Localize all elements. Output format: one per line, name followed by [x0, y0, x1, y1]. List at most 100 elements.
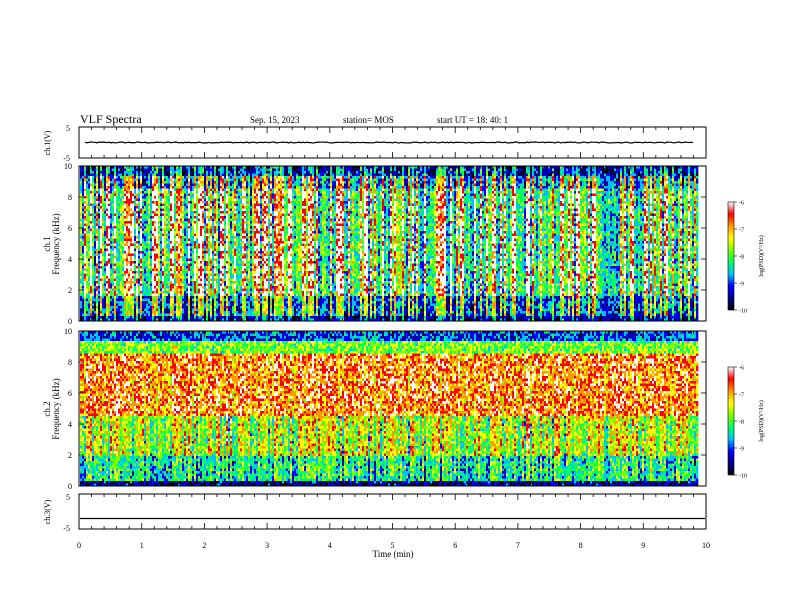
spectrogram-cell: [142, 263, 145, 267]
spectrogram-cell: [92, 196, 95, 199]
spectrogram-cell: [96, 246, 99, 249]
spectrogram-cell: [170, 316, 173, 319]
spectrogram-cell: [104, 308, 107, 312]
spectrogram-cell: [132, 181, 135, 184]
spectrogram-cell: [208, 298, 211, 302]
spectrogram-cell: [182, 316, 185, 319]
spectrogram-cell: [100, 231, 103, 234]
spectrogram-cell: [208, 166, 211, 169]
spectrogram-cell: [82, 253, 85, 257]
spectrogram-cell: [202, 208, 205, 212]
spectrogram-cell: [210, 253, 213, 257]
spectrogram-cell: [190, 181, 193, 184]
spectrogram-cell: [144, 238, 147, 242]
spectrogram-cell: [136, 186, 139, 189]
spectrogram-cell: [146, 313, 149, 317]
spectrogram-cell: [80, 281, 83, 284]
spectrogram-cell: [200, 211, 203, 214]
spectrogram-cell: [116, 246, 119, 249]
spectrogram-cell: [108, 271, 111, 274]
spectrogram-cell: [112, 168, 115, 172]
spectrogram-cell: [158, 308, 161, 312]
spectrogram-cell: [180, 266, 183, 269]
spectrogram-cell: [144, 211, 147, 214]
spectrogram-cell: [204, 233, 207, 237]
spectrogram-cell: [176, 306, 179, 309]
spectrogram-cell: [140, 261, 143, 264]
spectrogram-cell: [228, 296, 231, 299]
spectrogram-cell: [138, 233, 141, 237]
spectrogram-cell: [198, 273, 201, 277]
spectrogram-cell: [106, 316, 109, 319]
spectrogram-cell: [92, 256, 95, 259]
spectrogram-cell: [148, 226, 151, 229]
spectrogram-cell: [84, 176, 87, 179]
spectrogram-cell: [88, 303, 91, 307]
spectrogram-cell: [86, 226, 89, 229]
spectrogram-cell: [138, 278, 141, 282]
spectrogram-cell: [218, 201, 221, 204]
spectrogram-cell: [192, 206, 195, 209]
spectrogram-cell: [108, 303, 111, 307]
spectrogram-cell: [156, 263, 159, 267]
spectrogram-cell: [160, 278, 163, 282]
spectrogram-cell: [202, 288, 205, 292]
spectrogram-cell: [98, 206, 101, 209]
spectrogram-cell: [204, 311, 207, 314]
spectrogram-cell: [116, 256, 119, 259]
spectrogram-cell: [188, 286, 191, 289]
spectrogram-cell: [100, 288, 103, 292]
spectrogram-cell: [184, 231, 187, 234]
spectrogram-cell: [218, 251, 221, 254]
spectrogram-cell: [136, 236, 139, 239]
spectrogram-cell: [148, 231, 151, 234]
spectrogram-cell: [206, 231, 209, 234]
spectrogram-cell: [184, 296, 187, 299]
spectrogram-cell: [174, 263, 177, 267]
spectrogram-cell: [80, 168, 83, 172]
spectrogram-cell: [144, 213, 147, 217]
spectrogram-cell: [200, 308, 203, 312]
spectrogram-cell: [226, 281, 229, 284]
spectrogram-cell: [174, 196, 177, 199]
spectrogram-cell: [100, 296, 103, 299]
spectrogram-cell: [86, 186, 89, 189]
spectrogram-cell: [162, 216, 165, 219]
spectrogram-cell: [214, 291, 217, 294]
spectrogram-cell: [84, 306, 87, 309]
spectrogram-cell: [164, 238, 167, 242]
spectrogram-cell: [108, 293, 111, 297]
spectrogram-cell: [150, 273, 153, 277]
spectrogram-cell: [162, 256, 165, 259]
spectrogram-cell: [130, 233, 133, 237]
spectrogram-cell: [206, 238, 209, 242]
spectrogram-cell: [224, 303, 227, 307]
spectrogram-cell: [158, 288, 161, 292]
spectrogram-cell: [210, 186, 213, 189]
spectrogram-cell: [104, 261, 107, 264]
spectrogram-cell: [168, 173, 171, 177]
spectrogram-cell: [190, 221, 193, 224]
spectrogram-cell: [170, 178, 173, 182]
spectrogram-cell: [190, 256, 193, 259]
spectrogram-cell: [172, 226, 175, 229]
spectrogram-cell: [106, 281, 109, 284]
spectrogram-cell: [82, 166, 85, 169]
spectrogram-cell: [186, 186, 189, 189]
spectrogram-cell: [208, 178, 211, 182]
spectrogram-cell: [118, 181, 121, 184]
spectrogram-cell: [190, 273, 193, 277]
spectrogram-cell: [220, 298, 223, 302]
spectrogram-cell: [188, 316, 191, 319]
spectrogram-cell: [184, 318, 187, 322]
spectrogram-cell: [128, 228, 131, 232]
spectrogram-cell: [202, 171, 205, 174]
spectrogram-cell: [204, 291, 207, 294]
spectrogram-cell: [218, 221, 221, 224]
spectrogram-cell: [114, 286, 117, 289]
spectrogram-cell: [122, 226, 125, 229]
spectrogram-cell: [122, 251, 125, 254]
spectrogram-cell: [204, 251, 207, 254]
spectrogram-cell: [136, 303, 139, 307]
spectrogram-cell: [126, 308, 129, 312]
